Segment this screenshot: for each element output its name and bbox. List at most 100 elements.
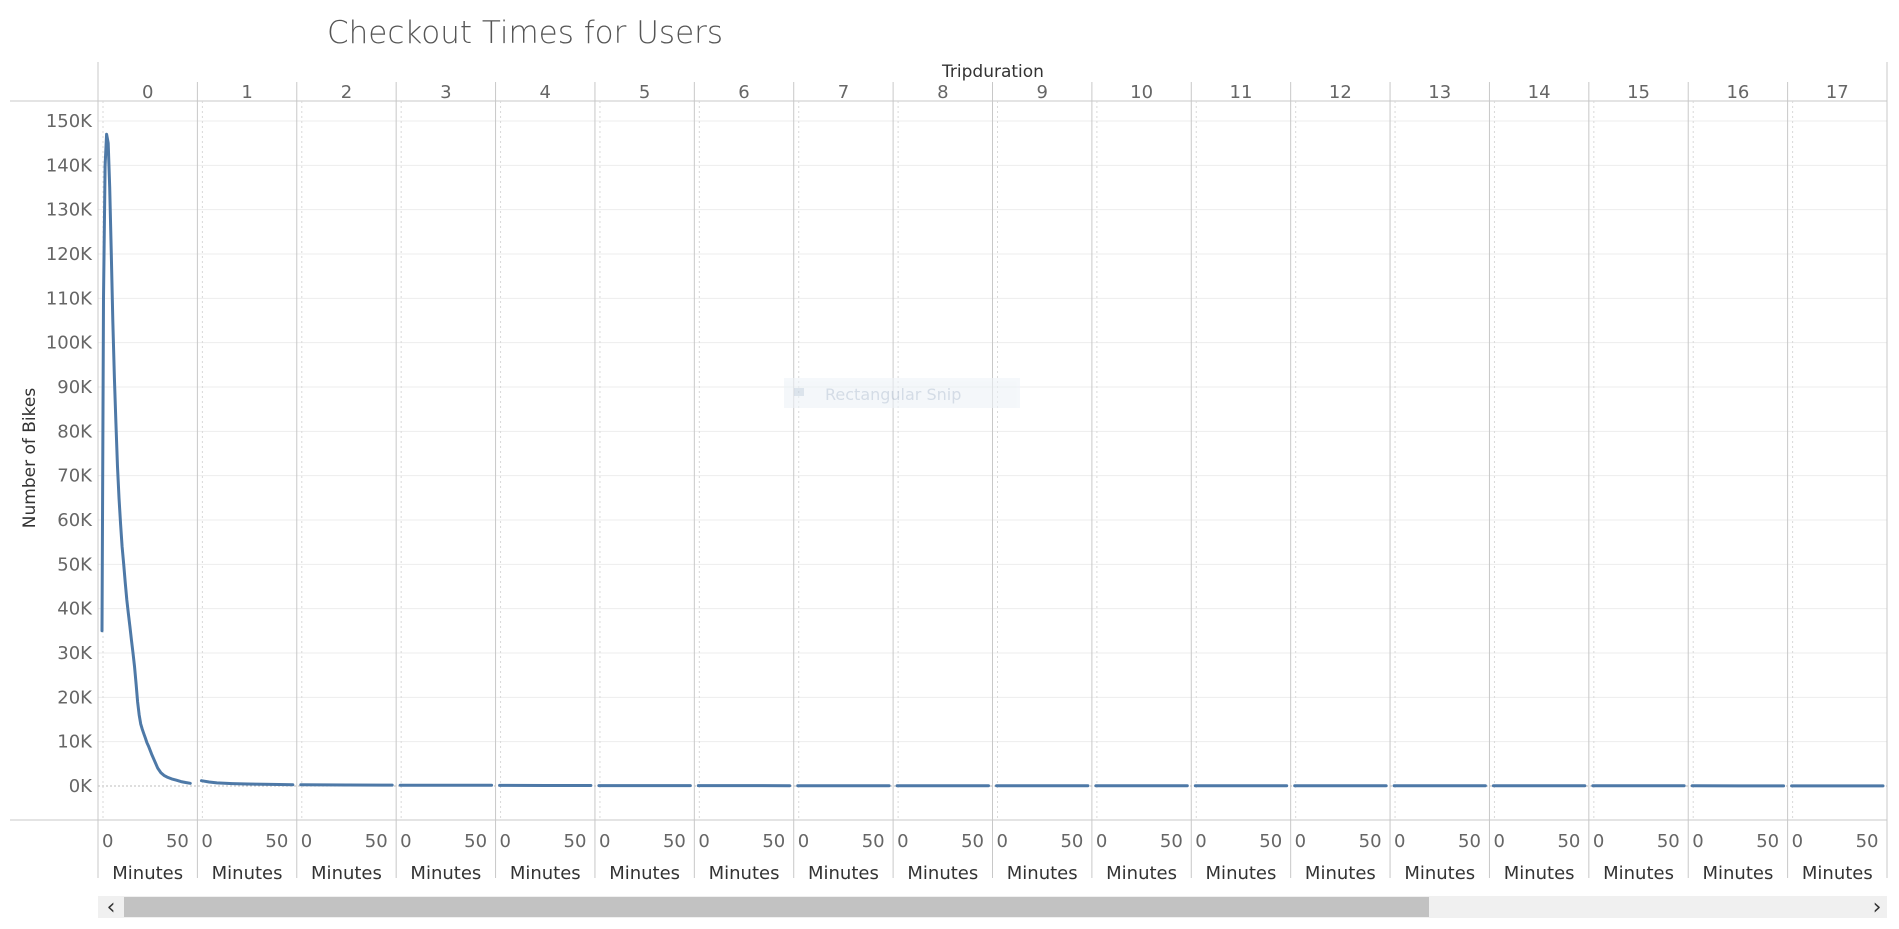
x-tick-label: 0 [301,831,312,852]
x-tick-label: 50 [762,831,785,852]
x-tick-label: 0 [798,831,809,852]
x-tick-label: 0 [1593,831,1604,852]
pane-header-3: 3 [440,82,451,103]
pane-header-0: 0 [142,82,153,103]
x-axis-title: Minutes [1305,863,1376,884]
pane-header-13: 13 [1428,82,1451,103]
x-axis-title: Minutes [1702,863,1773,884]
pane-header-5: 5 [639,82,650,103]
x-tick-label: 50 [1160,831,1183,852]
pane-header-6: 6 [738,82,749,103]
x-tick-label: 50 [663,831,686,852]
y-tick-label: 70K [57,466,93,487]
y-tick-label: 120K [46,244,93,265]
y-tick-label: 90K [57,377,93,398]
pane-header-12: 12 [1329,82,1352,103]
series-lines [100,132,1885,788]
x-axis-title: Minutes [709,863,780,884]
x-axis-title: Minutes [311,863,382,884]
x-axis-title: Minutes [510,863,581,884]
column-header-tripduration: Tripduration [941,62,1044,82]
x-tick-label: 50 [1856,831,1879,852]
x-tick-label: 0 [400,831,411,852]
x-tick-label: 0 [1096,831,1107,852]
x-axis-title: Minutes [1802,863,1873,884]
y-tick-label: 60K [57,510,93,531]
x-tick-label: 50 [1259,831,1282,852]
x-tick-label: 0 [1394,831,1405,852]
pane-header-11: 11 [1230,82,1253,103]
x-tick-label: 50 [862,831,885,852]
series-line-pane-1 [199,779,295,787]
pane-header-17: 17 [1826,82,1849,103]
x-axis-title: Minutes [1007,863,1078,884]
x-tick-label: 50 [1756,831,1779,852]
x-axis-title: Minutes [212,863,283,884]
y-tick-label: 10K [57,732,93,753]
x-tick-label: 0 [698,831,709,852]
snip-overlay-label: Rectangular Snip [825,385,961,404]
x-axis-title: Minutes [112,863,183,884]
y-tick-label: 30K [57,643,93,664]
pane-header-4: 4 [540,82,551,103]
y-tick-label: 40K [57,599,93,620]
pane-header-1: 1 [241,82,252,103]
x-tick-label: 0 [102,831,113,852]
x-tick-label: 0 [997,831,1008,852]
x-tick-label: 0 [1195,831,1206,852]
x-axis-title: Minutes [609,863,680,884]
pane-header-8: 8 [937,82,948,103]
x-tick-label: 0 [1692,831,1703,852]
x-tick-label: 0 [599,831,610,852]
x-tick-label: 0 [1493,831,1504,852]
x-tick-label: 50 [1359,831,1382,852]
horizontal-scrollbar[interactable]: ‹ › [98,895,1887,920]
x-axis-title: Minutes [907,863,978,884]
x-axis-title: Minutes [1603,863,1674,884]
y-tick-label: 80K [57,421,93,442]
series-line-pane-0 [100,132,192,785]
chart-title: Checkout Times for Users [327,15,723,51]
pane-headers: 0 1 2 3 4 5 6 7 8 9 10 11 12 13 14 15 16 17 [142,82,1849,103]
y-tick-label: 110K [46,288,93,309]
pane-header-15: 15 [1627,82,1650,103]
scroll-right-arrow[interactable]: › [1873,895,1882,920]
pane-header-9: 9 [1036,82,1047,103]
x-axis-title: Minutes [1106,863,1177,884]
y-tick-label: 150K [46,111,93,132]
x-tick-label: 50 [961,831,984,852]
snip-icon [794,388,804,396]
x-tick-label: 0 [1792,831,1803,852]
x-tick-label: 50 [464,831,487,852]
x-tick-label: 50 [1458,831,1481,852]
scroll-left-arrow[interactable]: ‹ [107,895,116,920]
y-tick-label: 130K [46,200,93,221]
scrollbar-thumb[interactable] [124,897,1429,917]
y-tick-label: 20K [57,687,93,708]
rectangular-snip-overlay[interactable]: Rectangular Snip [784,378,1020,408]
x-tick-label: 0 [201,831,212,852]
x-tick-label: 50 [564,831,587,852]
x-axis-title: Minutes [808,863,879,884]
x-tick-label: 0 [897,831,908,852]
x-tick-label: 50 [166,831,189,852]
x-axis-title: Minutes [1404,863,1475,884]
y-axis: 0K 10K 20K 30K 40K 50K 60K 70K 80K 90K 100K 110K 120… [46,111,93,797]
x-axis-title: Minutes [1206,863,1277,884]
x-axis-title: Minutes [1504,863,1575,884]
x-tick-label: 0 [500,831,511,852]
y-tick-label: 0K [69,776,93,797]
x-tick-label: 50 [1060,831,1083,852]
chart-frame [10,62,1888,878]
pane-header-7: 7 [838,82,849,103]
y-tick-label: 50K [57,554,93,575]
x-axis-title: Minutes [410,863,481,884]
snip-overlay-box[interactable] [784,378,1020,408]
y-axis-title: Number of Bikes [20,388,40,529]
pane-header-10: 10 [1130,82,1153,103]
x-tick-label: 50 [1557,831,1580,852]
x-tick-label: 50 [265,831,288,852]
x-tick-label: 50 [365,831,388,852]
